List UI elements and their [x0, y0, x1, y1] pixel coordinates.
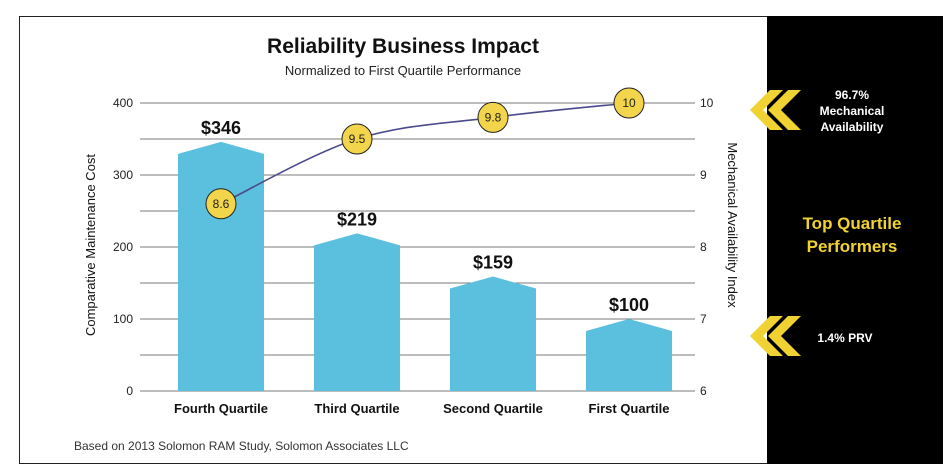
y-axis-title: Comparative Maintenance Cost	[83, 154, 98, 336]
y-tick-label: 100	[113, 312, 133, 326]
y2-tick-label: 10	[700, 96, 714, 110]
bar-value-label: $159	[473, 253, 513, 273]
chevron-left-icon	[750, 90, 783, 130]
y-tick-label: 400	[113, 96, 133, 110]
bar	[450, 276, 536, 391]
y-tick-label: 0	[126, 384, 133, 398]
availability-point	[613, 87, 645, 119]
chevron-left-icon	[750, 316, 783, 356]
y-tick-label: 200	[113, 240, 133, 254]
chart-frame	[19, 16, 767, 464]
chart-subtitle: Normalized to First Quartile Performance	[285, 63, 521, 78]
availability-percent: 96.7%	[835, 88, 869, 102]
category-label: Third Quartile	[314, 401, 399, 416]
chevron-left-icon	[768, 90, 801, 130]
availability-point-label: 9.8	[485, 110, 502, 124]
availability-point-label: 8.6	[213, 197, 230, 211]
y2-tick-label: 8	[700, 240, 707, 254]
category-label: Fourth Quartile	[174, 401, 268, 416]
availability-point	[477, 101, 509, 133]
bar-value-label: $346	[201, 118, 241, 138]
y2-tick-label: 6	[700, 384, 707, 398]
y2-axis-title: Mechanical Availability Index	[725, 142, 740, 308]
prv-label: 1.4% PRV	[817, 331, 872, 345]
availability-point	[205, 188, 237, 220]
availability-label-2: Availability	[821, 120, 884, 134]
bar	[178, 141, 264, 391]
availability-curve	[220, 102, 630, 205]
category-label: Second Quartile	[443, 401, 543, 416]
bar	[314, 233, 400, 391]
bar	[586, 319, 672, 391]
y2-tick-label: 9	[700, 168, 707, 182]
bar-value-label: $100	[609, 295, 649, 315]
chevron-left-icon	[768, 316, 801, 356]
bar-value-label: $219	[337, 209, 377, 229]
top-quartile-label-1: Top Quartile	[803, 214, 902, 233]
availability-point-label: 10	[622, 96, 636, 110]
availability-line: 8.6 9.5 9.8 10	[205, 87, 645, 220]
footnote: Based on 2013 Solomon RAM Study, Solomon…	[74, 439, 409, 453]
left-axis-ticks: 0 100 200 300 400	[113, 96, 133, 398]
bars: $346 $219 $159 $100	[178, 118, 672, 391]
right-axis-ticks: 6 7 8 9 10	[700, 96, 714, 398]
y-tick-label: 300	[113, 168, 133, 182]
chart-title: Reliability Business Impact	[267, 35, 539, 58]
top-quartile-label-2: Performers	[807, 237, 898, 256]
availability-point-label: 9.5	[349, 132, 366, 146]
y2-tick-label: 7	[700, 312, 707, 326]
category-labels: Fourth Quartile Third Quartile Second Quar…	[174, 401, 669, 416]
availability-point	[341, 123, 373, 155]
category-label: First Quartile	[589, 401, 670, 416]
availability-label-1: Mechanical	[820, 104, 885, 118]
